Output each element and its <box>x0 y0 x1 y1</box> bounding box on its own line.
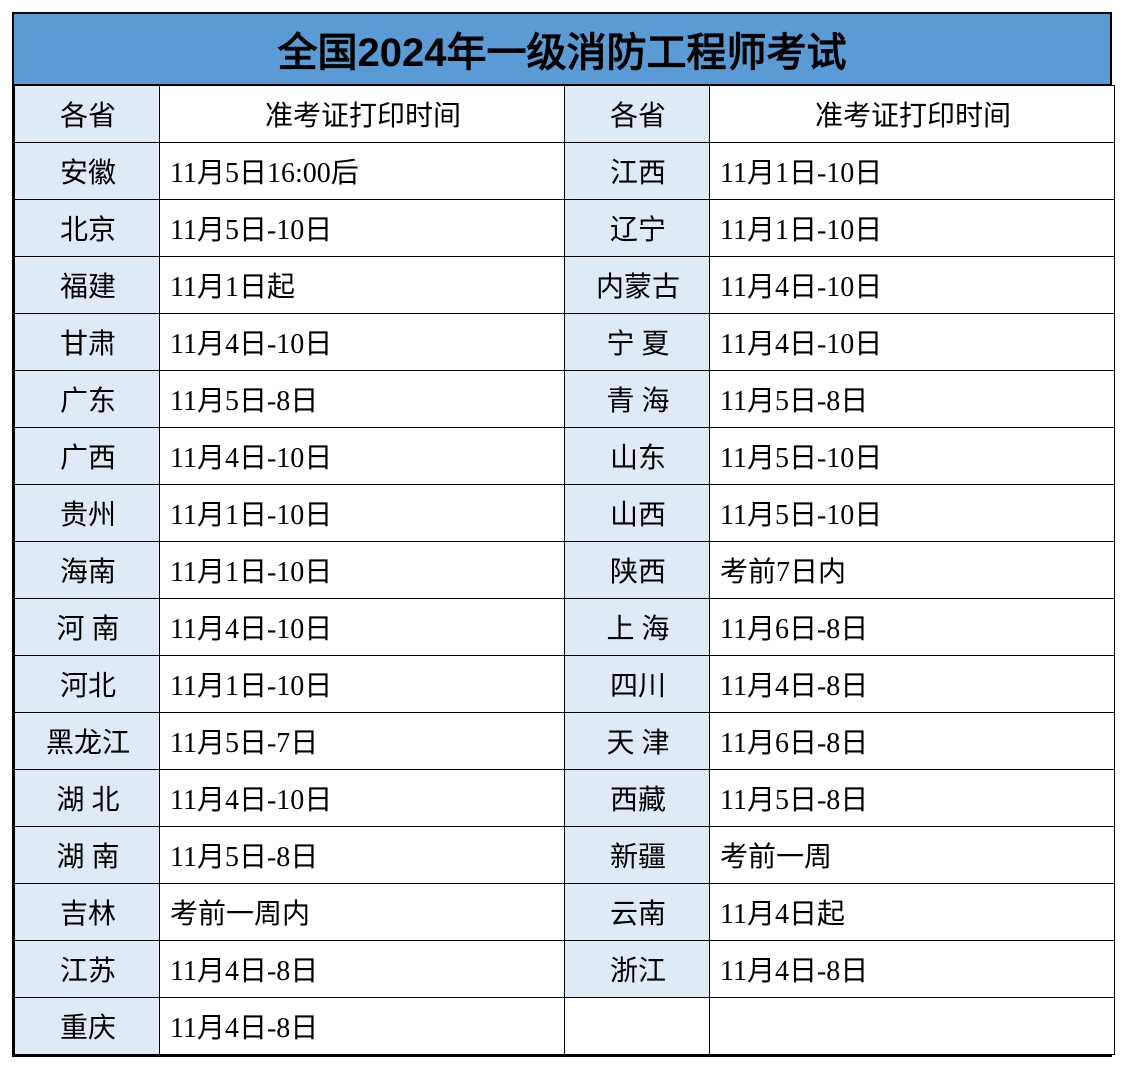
province-cell: 陕西 <box>565 542 710 599</box>
time-cell: 11月4日-10日 <box>160 770 565 827</box>
table-row: 湖 北11月4日-10日西藏11月5日-8日 <box>15 770 1115 827</box>
time-cell: 11月5日16:00后 <box>160 143 565 200</box>
province-cell: 北京 <box>15 200 160 257</box>
province-cell: 河北 <box>15 656 160 713</box>
time-cell: 11月4日-10日 <box>710 314 1115 371</box>
time-cell: 11月6日-8日 <box>710 713 1115 770</box>
table-row: 湖 南11月5日-8日新疆考前一周 <box>15 827 1115 884</box>
table-row: 河 南11月4日-10日上 海11月6日-8日 <box>15 599 1115 656</box>
province-cell: 贵州 <box>15 485 160 542</box>
province-cell <box>565 998 710 1055</box>
time-cell: 11月6日-8日 <box>710 599 1115 656</box>
province-cell: 天 津 <box>565 713 710 770</box>
time-cell: 11月4日-8日 <box>160 998 565 1055</box>
table-row: 贵州11月1日-10日山西11月5日-10日 <box>15 485 1115 542</box>
province-cell: 海南 <box>15 542 160 599</box>
table-header-row: 各省 准考证打印时间 各省 准考证打印时间 <box>15 86 1115 143</box>
province-cell: 江苏 <box>15 941 160 998</box>
time-cell: 11月1日-10日 <box>160 656 565 713</box>
time-cell: 11月5日-8日 <box>710 371 1115 428</box>
time-cell: 11月4日-10日 <box>160 314 565 371</box>
time-cell: 考前一周内 <box>160 884 565 941</box>
time-cell: 11月4日-10日 <box>710 257 1115 314</box>
col-header-time-1: 准考证打印时间 <box>160 86 565 143</box>
table-row: 广东11月5日-8日青 海11月5日-8日 <box>15 371 1115 428</box>
province-cell: 福建 <box>15 257 160 314</box>
province-cell: 重庆 <box>15 998 160 1055</box>
time-cell: 11月5日-8日 <box>710 770 1115 827</box>
time-cell: 考前一周 <box>710 827 1115 884</box>
table-row: 江苏11月4日-8日浙江11月4日-8日 <box>15 941 1115 998</box>
time-cell: 11月5日-8日 <box>160 371 565 428</box>
province-cell: 广西 <box>15 428 160 485</box>
time-cell: 11月1日-10日 <box>160 485 565 542</box>
table-row: 黑龙江11月5日-7日天 津11月6日-8日 <box>15 713 1115 770</box>
col-header-province-2: 各省 <box>565 86 710 143</box>
province-cell: 西藏 <box>565 770 710 827</box>
province-cell: 山西 <box>565 485 710 542</box>
province-cell: 上 海 <box>565 599 710 656</box>
table-row: 北京11月5日-10日辽宁11月1日-10日 <box>15 200 1115 257</box>
province-cell: 宁 夏 <box>565 314 710 371</box>
col-header-province-1: 各省 <box>15 86 160 143</box>
time-cell: 11月1日起 <box>160 257 565 314</box>
province-cell: 新疆 <box>565 827 710 884</box>
time-cell: 11月5日-8日 <box>160 827 565 884</box>
province-cell: 云南 <box>565 884 710 941</box>
province-cell: 内蒙古 <box>565 257 710 314</box>
province-cell: 江西 <box>565 143 710 200</box>
time-cell: 11月5日-7日 <box>160 713 565 770</box>
table-row: 海南11月1日-10日陕西考前7日内 <box>15 542 1115 599</box>
table-row: 安徽11月5日16:00后江西11月1日-10日 <box>15 143 1115 200</box>
table-row: 吉林考前一周内云南11月4日起 <box>15 884 1115 941</box>
time-cell: 11月5日-10日 <box>710 428 1115 485</box>
table-row: 河北11月1日-10日四川11月4日-8日 <box>15 656 1115 713</box>
time-cell: 11月1日-10日 <box>710 200 1115 257</box>
time-cell: 11月4日-10日 <box>160 428 565 485</box>
province-cell: 山东 <box>565 428 710 485</box>
province-cell: 浙江 <box>565 941 710 998</box>
province-cell: 辽宁 <box>565 200 710 257</box>
province-cell: 河 南 <box>15 599 160 656</box>
time-cell: 11月1日-10日 <box>160 542 565 599</box>
time-cell: 11月4日-8日 <box>710 941 1115 998</box>
province-cell: 黑龙江 <box>15 713 160 770</box>
time-cell: 11月1日-10日 <box>710 143 1115 200</box>
page-title: 全国2024年一级消防工程师考试 <box>14 14 1110 85</box>
province-cell: 湖 南 <box>15 827 160 884</box>
province-cell: 安徽 <box>15 143 160 200</box>
time-cell: 11月4日起 <box>710 884 1115 941</box>
time-cell: 考前7日内 <box>710 542 1115 599</box>
table-row: 广西11月4日-10日山东11月5日-10日 <box>15 428 1115 485</box>
table-row: 福建11月1日起内蒙古11月4日-10日 <box>15 257 1115 314</box>
time-cell <box>710 998 1115 1055</box>
time-cell: 11月4日-10日 <box>160 599 565 656</box>
time-cell: 11月5日-10日 <box>710 485 1115 542</box>
province-cell: 四川 <box>565 656 710 713</box>
province-cell: 湖 北 <box>15 770 160 827</box>
time-cell: 11月4日-8日 <box>710 656 1115 713</box>
time-cell: 11月5日-10日 <box>160 200 565 257</box>
table-row: 重庆11月4日-8日 <box>15 998 1115 1055</box>
schedule-table: 各省 准考证打印时间 各省 准考证打印时间 安徽11月5日16:00后江西11月… <box>14 85 1115 1055</box>
province-cell: 吉林 <box>15 884 160 941</box>
province-cell: 甘肃 <box>15 314 160 371</box>
col-header-time-2: 准考证打印时间 <box>710 86 1115 143</box>
time-cell: 11月4日-8日 <box>160 941 565 998</box>
province-cell: 广东 <box>15 371 160 428</box>
table-container: 全国2024年一级消防工程师考试 各省 准考证打印时间 各省 准考证打印时间 安… <box>12 12 1112 1057</box>
province-cell: 青 海 <box>565 371 710 428</box>
table-row: 甘肃11月4日-10日宁 夏11月4日-10日 <box>15 314 1115 371</box>
